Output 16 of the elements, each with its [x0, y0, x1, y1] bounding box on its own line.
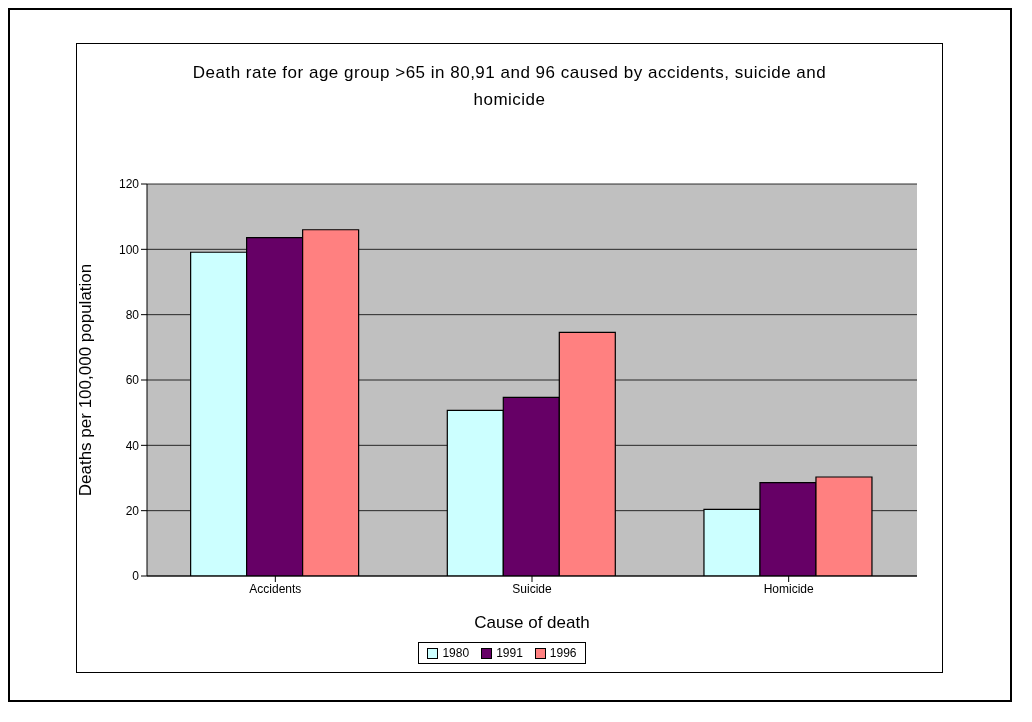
x-tick-label: Homicide — [763, 581, 814, 596]
y-axis-title: Deaths per 100,000 population — [76, 263, 96, 497]
y-tick-label: 40 — [125, 438, 140, 453]
y-tick-label: 120 — [118, 177, 140, 192]
x-tick-label: Suicide — [512, 581, 552, 596]
y-tick-label: 100 — [118, 242, 140, 257]
legend-label: 1996 — [548, 646, 577, 660]
y-tick-label: 60 — [125, 373, 140, 388]
x-tick-label: Accidents — [249, 581, 302, 596]
y-tick-label: 80 — [125, 307, 140, 322]
legend-label: 1991 — [495, 646, 523, 660]
legend-label: 1980 — [441, 646, 470, 660]
x-axis-title: Cause of death — [474, 613, 590, 632]
y-tick-label: 20 — [125, 503, 140, 518]
chart-title: Death rate for age group >65 in 80,91 and 96 caused by accidents, suicide and homicide — [191, 62, 828, 111]
y-tick-label: 0 — [132, 569, 140, 584]
